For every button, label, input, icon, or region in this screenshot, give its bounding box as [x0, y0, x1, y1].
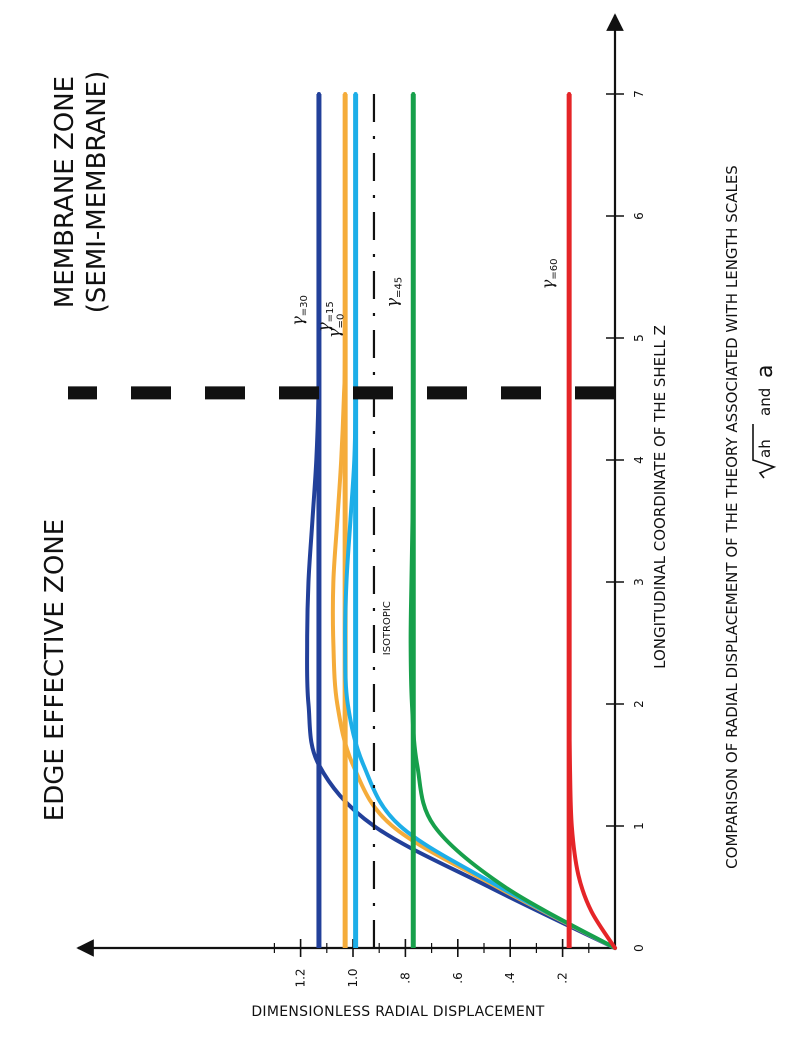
- y-tick-label: 1.2: [294, 968, 308, 987]
- caption-a: a: [753, 365, 778, 378]
- semi-membrane-label: (SEMI-MEMBRANE): [82, 71, 112, 314]
- series-label: γ=15: [314, 301, 336, 332]
- isotropic-label: ISOTROPIC: [382, 601, 393, 655]
- x-ticks: 0 1 2 3 4 5 6 7: [606, 90, 646, 952]
- series-label: γ=30: [288, 295, 310, 326]
- x-axis-label: LONGITUDINAL COORDINATE OF THE SHELL Z: [651, 325, 669, 669]
- series-layer: γ=30γ=15γ=0 ISOTROPIC γ=45 γ=60: [288, 92, 617, 950]
- curve: [343, 92, 617, 950]
- curve: [330, 92, 617, 950]
- x-tick-label: 3: [632, 578, 646, 586]
- chart-title: COMPARISON OF RADIAL DISPLACEMENT OF THE…: [723, 165, 741, 869]
- x-tick-label: 0: [632, 944, 646, 952]
- y-ticks: .2 .4 .6 .8 1.0 1.2: [273, 939, 590, 988]
- caption-formula: ah and a: [752, 365, 778, 479]
- x-tick-label: 2: [632, 700, 646, 708]
- series-label: γ=45: [382, 277, 404, 308]
- series-60: γ=60: [538, 92, 617, 950]
- curve: [567, 92, 617, 950]
- x-tick-label: 5: [632, 334, 646, 342]
- series-label: γ=60: [538, 259, 560, 290]
- y-tick-label: .2: [556, 972, 570, 983]
- series-15: γ=15: [314, 92, 617, 950]
- series-isotropic: ISOTROPIC: [372, 94, 393, 948]
- curve: [305, 92, 617, 950]
- curve: [408, 92, 617, 950]
- sqrt-term: ah: [756, 439, 774, 458]
- y-tick-label: .4: [503, 972, 517, 983]
- x-tick-label: 4: [632, 456, 646, 464]
- sqrt-symbol: [752, 424, 777, 479]
- edge-effective-zone-label: EDGE EFFECTIVE ZONE: [40, 519, 70, 821]
- x-tick-label: 6: [632, 212, 646, 220]
- membrane-zone-label: MEMBRANE ZONE: [50, 76, 80, 308]
- series-0: γ=0: [325, 92, 617, 950]
- y-tick-label: .6: [451, 972, 465, 983]
- y-tick-label: 1.0: [346, 968, 360, 987]
- y-tick-label: .8: [398, 972, 412, 983]
- y-axis-label: DIMENSIONLESS RADIAL DISPLACEMENT: [251, 1004, 544, 1020]
- x-tick-label: 1: [632, 822, 646, 830]
- caption-and: and: [756, 388, 774, 416]
- series-30: γ=30: [288, 92, 617, 950]
- series-45: γ=45: [382, 92, 617, 950]
- series-label: γ=0: [325, 314, 347, 338]
- x-tick-label: 7: [632, 90, 646, 98]
